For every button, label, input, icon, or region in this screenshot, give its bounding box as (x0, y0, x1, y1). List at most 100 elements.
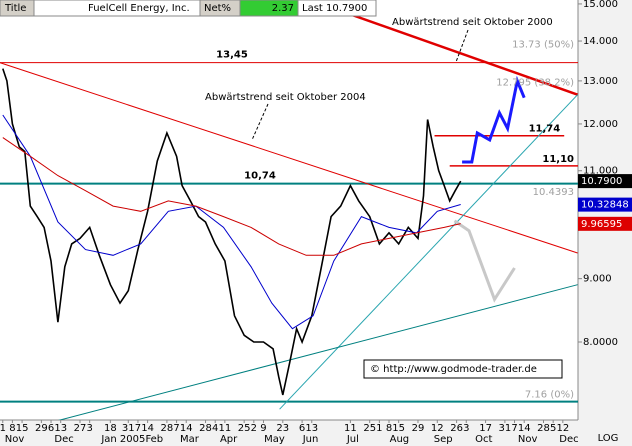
x-tick-label: 7 (173, 423, 179, 434)
x-tick-label: 3 (463, 423, 469, 434)
x-tick-label: 12 (431, 423, 444, 434)
y-tick-label: 11.000 (583, 166, 618, 177)
x-tick-label: 27 (74, 423, 87, 434)
trend-line (279, 94, 578, 410)
x-tick-label: 14 (518, 423, 531, 434)
x-tick-label: 29 (35, 423, 48, 434)
security-name: FuelCell Energy, Inc. (88, 3, 190, 14)
x-tick-label: 12 (556, 423, 569, 434)
x-tick-label: 9 (260, 423, 266, 434)
month-label: Apr (220, 434, 238, 445)
x-tick-label: 28 (537, 423, 550, 434)
x-tick-label: 15 (392, 423, 405, 434)
y-tick-label: 14.000 (583, 36, 618, 47)
y-tick-label: 9.000 (583, 274, 612, 285)
x-tick-label: 2 (251, 423, 257, 434)
x-tick-label: 25 (238, 423, 251, 434)
level-label: 13,45 (216, 50, 248, 61)
x-tick-label: 18 (104, 423, 117, 434)
y-tick-label: 13.000 (583, 76, 618, 87)
x-tick-label: 7 (511, 423, 517, 434)
x-tick-label: 11 (218, 423, 231, 434)
month-label: Jan 2005 (100, 434, 145, 445)
net-label: Net% (204, 3, 231, 14)
month-label: Jun (302, 434, 319, 445)
x-tick-label: 7 (135, 423, 141, 434)
x-tick-label: 1 (0, 423, 6, 434)
x-tick-label: 15 (16, 423, 29, 434)
price-line (2, 137, 461, 256)
price-line (2, 68, 462, 396)
x-tick-label: 13 (305, 423, 318, 434)
axis-panel (0, 420, 578, 446)
month-label: Jul (346, 434, 359, 445)
annotation: Abwärtstrend seit Oktober 2004 (205, 92, 366, 103)
y-tick-label: 12.000 (583, 119, 618, 130)
x-tick-label: 8 (386, 423, 392, 434)
month-label: Nov (518, 434, 538, 445)
x-tick-label: 28 (199, 423, 212, 434)
copyright: © http://www.godmode-trader.de (370, 364, 537, 375)
month-label: Dec (54, 434, 73, 445)
month-label: Oct (475, 434, 492, 445)
month-label: Mar (180, 434, 200, 445)
fib-label: 7.16 (0%) (525, 390, 574, 401)
price-tag-label: 10.7900 (581, 176, 622, 187)
level-label: 11,74 (529, 124, 561, 135)
x-tick-label: 13 (54, 423, 67, 434)
y-tick-label: 15.000 (583, 0, 618, 10)
x-tick-label: 4 (212, 423, 218, 434)
y-scale-label: LOG (598, 433, 619, 444)
trend-line (453, 219, 516, 303)
tab-label: Title (4, 3, 26, 14)
x-tick-label: 1 (376, 423, 382, 434)
x-tick-label: 31 (122, 423, 135, 434)
header: Title FuelCell Energy, Inc. Net% 2.37 La… (0, 0, 377, 17)
x-tick-label: 29 (412, 423, 425, 434)
last-box (297, 0, 377, 17)
price-tag-label: 9.96595 (581, 219, 622, 230)
level-label: 10,74 (244, 171, 276, 182)
trend-line (58, 284, 578, 420)
trend-line (0, 62, 578, 254)
month-label: Dec (559, 434, 578, 445)
x-tick-label: 31 (499, 423, 512, 434)
x-tick-label: 14 (141, 423, 154, 434)
annotation: Abwärtstrend seit Oktober 2000 (392, 17, 553, 28)
x-tick-label: 25 (363, 423, 376, 434)
month-label: Aug (390, 434, 410, 445)
x-tick-label: 14 (180, 423, 193, 434)
x-tick-label: 6 (299, 423, 305, 434)
x-tick-label: 28 (161, 423, 174, 434)
fib-label: 10.4393 (533, 187, 574, 198)
price-line (2, 114, 461, 330)
x-tick-label: 17 (479, 423, 492, 434)
trend-line (462, 75, 526, 164)
price-tag (578, 216, 632, 231)
x-tick-label: 11 (344, 423, 357, 434)
month-label: Nov (5, 434, 25, 445)
fib-label: 12.795 (38.2%) (496, 77, 574, 88)
price-tag-label: 10.32848 (581, 200, 629, 211)
price-tag (578, 197, 632, 212)
x-tick-label: 6 (48, 423, 54, 434)
x-tick-label: 3 (86, 423, 92, 434)
price-tag (578, 174, 632, 189)
month-label: Feb (145, 434, 163, 445)
month-label: May (264, 434, 285, 445)
month-label: Sep (434, 434, 453, 445)
annotation-leader (455, 29, 469, 63)
level-label: 11,10 (542, 154, 574, 165)
last-price: Last 10.7900 (302, 3, 367, 14)
x-tick-label: 5 (550, 423, 556, 434)
y-tick-label: 8.0000 (583, 337, 618, 348)
annotation-leader (251, 103, 269, 141)
x-tick-label: 26 (450, 423, 463, 434)
fib-label: 13.73 (50%) (512, 40, 574, 51)
copyright-box (363, 359, 563, 379)
net-value: 2.37 (272, 3, 294, 14)
x-tick-label: 8 (9, 423, 15, 434)
x-tick-label: 23 (276, 423, 289, 434)
